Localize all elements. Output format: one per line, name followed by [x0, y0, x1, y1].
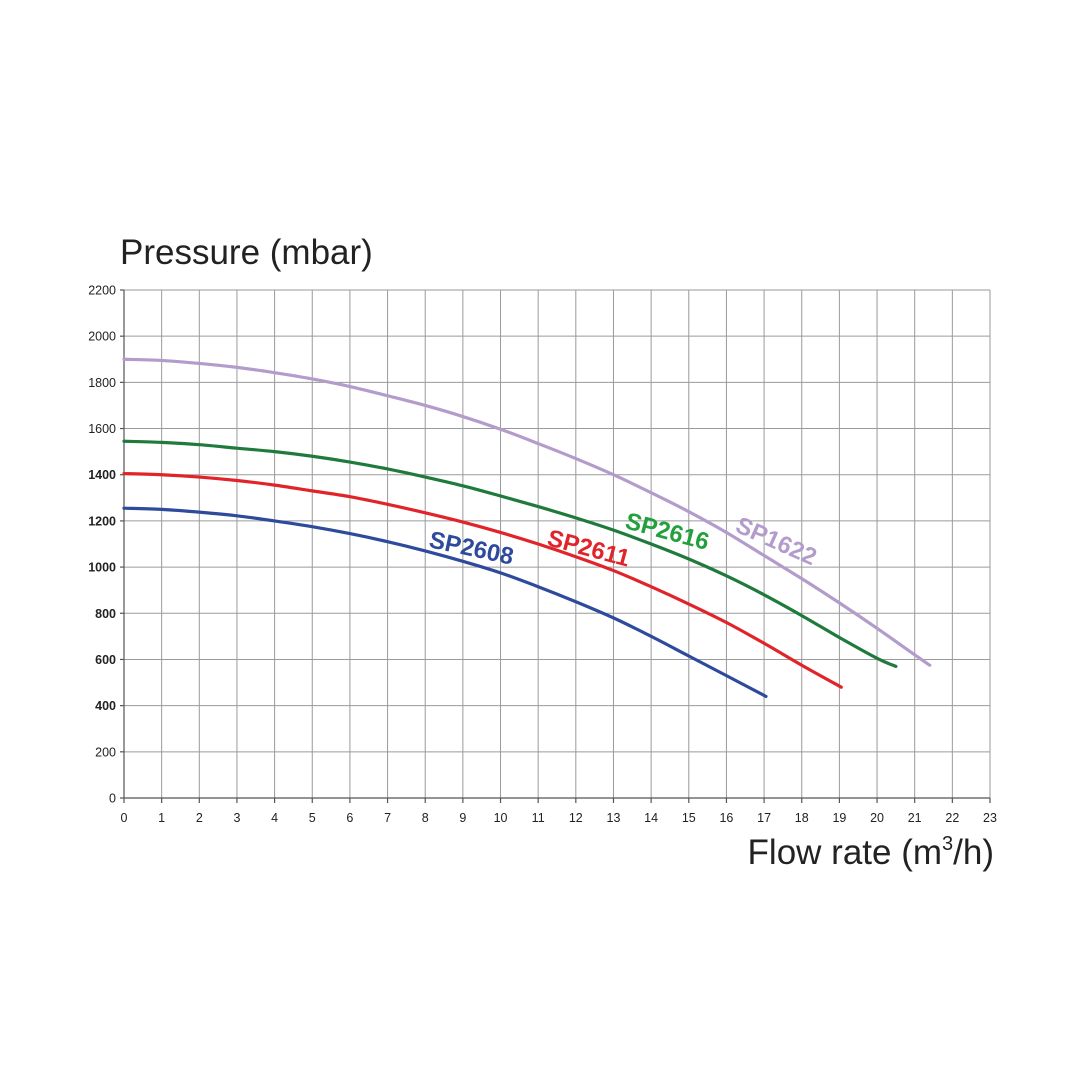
y-tick-label-1200: 1200	[88, 514, 116, 528]
x-tick-label-4: 4	[271, 811, 278, 825]
x-tick-label-13: 13	[607, 811, 621, 825]
series-line-sp1622	[122, 357, 932, 667]
x-tick-label-19: 19	[832, 811, 846, 825]
y-tick-label-1800: 1800	[88, 376, 116, 390]
x-tick-label-0: 0	[121, 811, 128, 825]
x-tick-label-12: 12	[569, 811, 583, 825]
y-tick-label-200: 200	[95, 745, 116, 759]
x-tick-label-15: 15	[682, 811, 696, 825]
x-axis-title-tail: /h)	[953, 833, 994, 872]
series-line-sp2616	[122, 439, 898, 668]
x-tick-label-5: 5	[309, 811, 316, 825]
y-tick-label-2000: 2000	[88, 330, 116, 344]
x-tick-label-23: 23	[983, 811, 997, 825]
tick-labels: 0 1 2 3 4 5 6 7 8 9 10 11 12 13 14 15 16 17 18 19 20 21 22 2302…	[88, 284, 997, 826]
x-tick-label-8: 8	[422, 811, 429, 825]
series-lines	[122, 357, 932, 698]
x-axis-title: Flow rate (m3/h)	[748, 833, 994, 872]
x-tick-label-2: 2	[196, 811, 203, 825]
y-tick-label-1400: 1400	[88, 468, 116, 482]
x-tick-label-21: 21	[908, 811, 922, 825]
series-line-sp2608	[122, 506, 768, 698]
x-tick-label-6: 6	[346, 811, 353, 825]
x-tick-label-17: 17	[757, 811, 771, 825]
y-axis-title: Pressure (mbar)	[120, 233, 373, 272]
x-tick-label-10: 10	[494, 811, 508, 825]
series-line-sp2611	[122, 471, 843, 689]
axes	[120, 289, 991, 803]
x-tick-label-3: 3	[233, 811, 240, 825]
y-tick-label-2200: 2200	[88, 284, 116, 298]
x-tick-label-18: 18	[795, 811, 809, 825]
x-tick-label-20: 20	[870, 811, 884, 825]
y-tick-label-400: 400	[95, 699, 116, 713]
x-tick-label-16: 16	[719, 811, 733, 825]
x-tick-label-1: 1	[158, 811, 165, 825]
y-tick-label-600: 600	[95, 653, 116, 667]
x-tick-label-11: 11	[532, 811, 545, 825]
x-axis-title-superscript: 3	[942, 833, 953, 855]
x-axis-title-main: Flow rate (m	[748, 833, 942, 872]
y-tick-label-1000: 1000	[88, 561, 116, 575]
x-tick-label-7: 7	[384, 811, 391, 825]
y-tick-label-1600: 1600	[88, 422, 116, 436]
y-tick-label-800: 800	[95, 607, 116, 621]
x-tick-label-22: 22	[945, 811, 959, 825]
x-tick-label-9: 9	[459, 811, 466, 825]
y-tick-label-0: 0	[109, 792, 116, 806]
x-tick-label-14: 14	[644, 811, 658, 825]
